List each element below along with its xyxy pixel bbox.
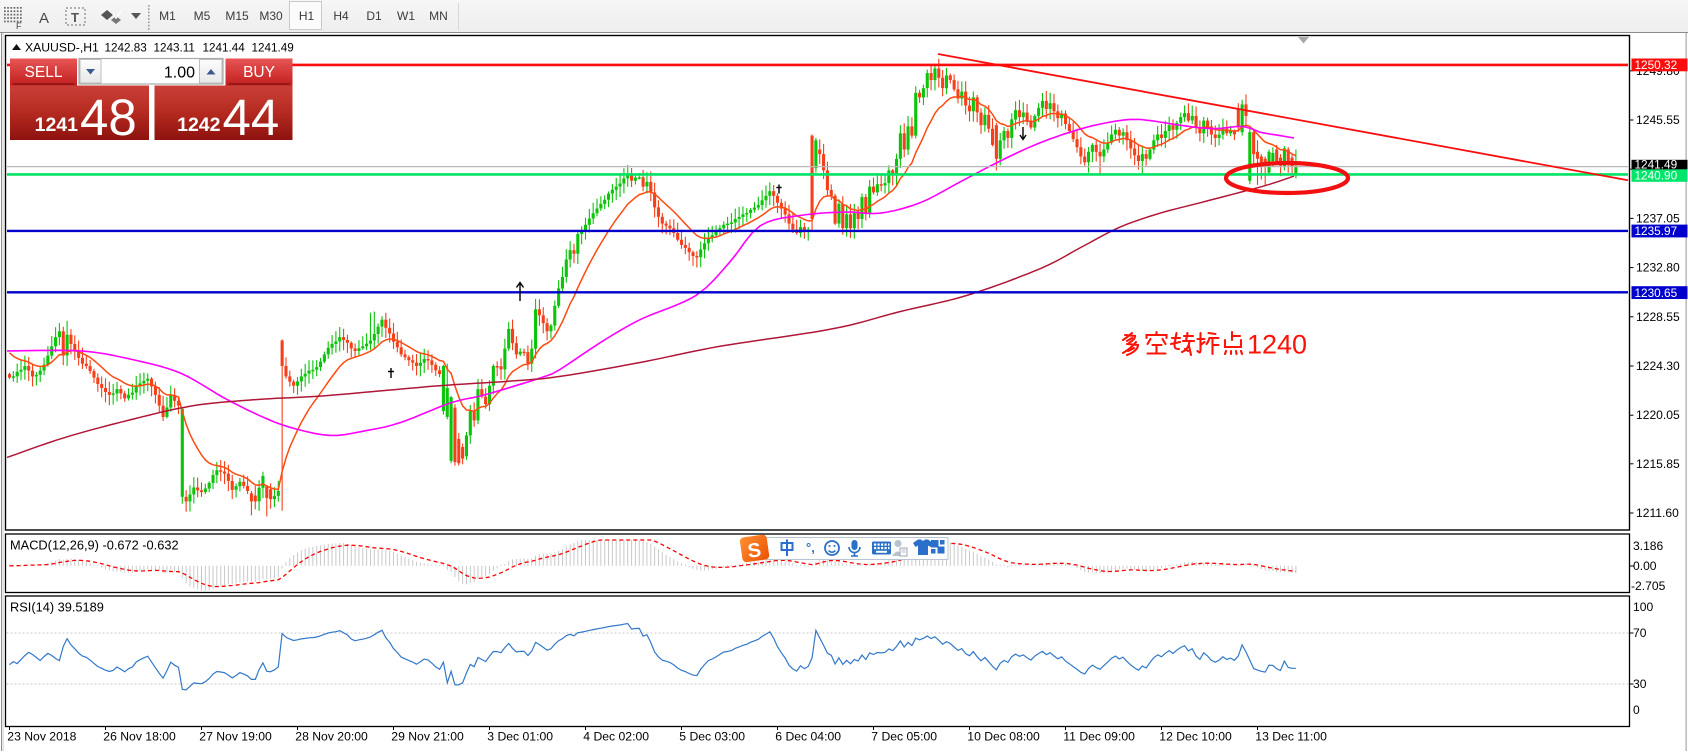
svg-text:5 Dec 03:00: 5 Dec 03:00 — [679, 730, 745, 744]
svg-text:30: 30 — [1633, 677, 1647, 691]
svg-text:0: 0 — [1633, 703, 1640, 717]
svg-text:0.00: 0.00 — [1633, 559, 1657, 573]
svg-text:29 Nov 21:00: 29 Nov 21:00 — [391, 730, 464, 744]
svg-text:1215.85: 1215.85 — [1636, 457, 1680, 471]
svg-text:XAUUSD-,H1: XAUUSD-,H1 — [25, 41, 99, 55]
svg-text:1240.90: 1240.90 — [1635, 168, 1678, 182]
svg-text:RSI(14) 39.5189: RSI(14) 39.5189 — [10, 600, 104, 615]
svg-text:7 Dec 05:00: 7 Dec 05:00 — [871, 730, 937, 744]
svg-text:BUY: BUY — [243, 64, 275, 81]
svg-text:1242: 1242 — [177, 114, 221, 136]
svg-text:1241.49: 1241.49 — [1635, 158, 1678, 172]
svg-text:1241.44: 1241.44 — [203, 42, 246, 55]
svg-text:1240: 1240 — [1247, 330, 1307, 360]
svg-text:1235.97: 1235.97 — [1635, 224, 1678, 238]
svg-text:26 Nov 18:00: 26 Nov 18:00 — [103, 730, 176, 744]
svg-text:1241.49: 1241.49 — [252, 42, 294, 55]
svg-text:1228.55: 1228.55 — [1636, 310, 1680, 324]
svg-text:1242.83: 1242.83 — [105, 42, 147, 55]
svg-text:1230.65: 1230.65 — [1635, 286, 1678, 300]
svg-text:3.186: 3.186 — [1633, 539, 1664, 553]
svg-text:T: T — [71, 10, 79, 25]
svg-text:-2.705: -2.705 — [1631, 579, 1666, 593]
svg-text:1232.80: 1232.80 — [1636, 261, 1680, 275]
svg-text:F: F — [16, 21, 22, 31]
svg-text:11 Dec 09:00: 11 Dec 09:00 — [1063, 730, 1135, 744]
svg-text:70: 70 — [1633, 626, 1647, 640]
svg-text:1237.05: 1237.05 — [1636, 211, 1680, 225]
svg-text:4 Dec 02:00: 4 Dec 02:00 — [583, 730, 649, 744]
svg-text:28 Nov 20:00: 28 Nov 20:00 — [295, 730, 368, 744]
svg-text:1.00: 1.00 — [164, 65, 195, 82]
svg-text:1243.11: 1243.11 — [154, 42, 195, 55]
svg-text:12 Dec 10:00: 12 Dec 10:00 — [1159, 730, 1232, 744]
svg-text:13 Dec 11:00: 13 Dec 11:00 — [1255, 730, 1327, 744]
svg-text:S: S — [746, 539, 762, 563]
svg-text:1245.55: 1245.55 — [1636, 113, 1680, 127]
svg-text:1241: 1241 — [35, 114, 79, 136]
svg-text:44: 44 — [223, 89, 280, 146]
svg-text:1211.60: 1211.60 — [1636, 506, 1679, 520]
svg-text:48: 48 — [80, 89, 137, 146]
svg-text:23 Nov 2018: 23 Nov 2018 — [7, 730, 76, 744]
svg-text:1224.30: 1224.30 — [1636, 359, 1680, 373]
svg-text:1250.32: 1250.32 — [1635, 58, 1678, 72]
svg-text:3 Dec 01:00: 3 Dec 01:00 — [487, 730, 553, 744]
svg-text:10 Dec 08:00: 10 Dec 08:00 — [967, 730, 1040, 744]
svg-text:6 Dec 04:00: 6 Dec 04:00 — [775, 730, 841, 744]
svg-text:MACD(12,26,9) -0.672 -0.632: MACD(12,26,9) -0.672 -0.632 — [10, 538, 179, 553]
svg-text:27 Nov 19:00: 27 Nov 19:00 — [199, 730, 272, 744]
svg-text:A: A — [39, 10, 49, 27]
svg-text:1220.05: 1220.05 — [1636, 408, 1680, 422]
svg-text:SELL: SELL — [25, 64, 63, 81]
svg-text:100: 100 — [1633, 600, 1653, 614]
svg-text:°,: °, — [806, 540, 815, 555]
